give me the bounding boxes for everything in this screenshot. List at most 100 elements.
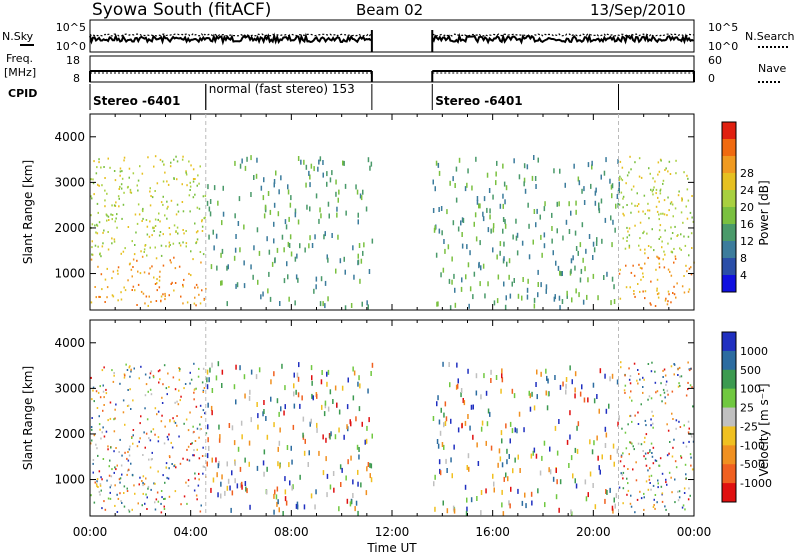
- data-point: [671, 390, 674, 393]
- data-point: [305, 182, 307, 188]
- data-point: [188, 194, 191, 197]
- data-point: [633, 362, 636, 365]
- data-point: [613, 461, 615, 467]
- data-point: [526, 294, 529, 300]
- data-point: [316, 427, 318, 433]
- data-point: [662, 179, 665, 182]
- data-point: [289, 480, 291, 486]
- data-point: [249, 389, 251, 395]
- data-point: [169, 420, 171, 423]
- y-tick-label: 4000: [54, 336, 85, 350]
- data-point: [689, 211, 692, 214]
- data-point: [654, 494, 657, 496]
- data-point: [686, 174, 688, 177]
- beam-title: Beam 02: [356, 1, 423, 19]
- data-point: [284, 385, 286, 391]
- data-point: [244, 481, 247, 486]
- data-point: [140, 250, 142, 253]
- data-point: [582, 299, 585, 305]
- data-point: [309, 235, 311, 241]
- data-point: [170, 441, 172, 444]
- data-point: [304, 247, 306, 253]
- data-point: [269, 209, 272, 215]
- data-point: [350, 455, 352, 461]
- data-point: [689, 494, 691, 497]
- data-point: [173, 178, 175, 180]
- data-point: [176, 415, 178, 417]
- data-point: [107, 497, 110, 500]
- data-point: [448, 362, 450, 367]
- data-point: [548, 467, 550, 473]
- data-point: [227, 478, 230, 484]
- data-point: [636, 498, 639, 501]
- data-point: [262, 195, 265, 201]
- data-point: [577, 176, 580, 182]
- data-point: [102, 231, 104, 234]
- data-point: [185, 171, 187, 174]
- data-point: [529, 393, 531, 399]
- data-point: [444, 401, 447, 407]
- data-point: [174, 421, 177, 424]
- data-point: [122, 399, 125, 402]
- data-point: [150, 393, 153, 396]
- data-point: [162, 233, 164, 236]
- data-point: [129, 388, 131, 391]
- data-point: [574, 371, 577, 377]
- colorbar-swatch: [722, 224, 736, 242]
- data-point: [92, 471, 94, 474]
- data-point: [624, 384, 627, 387]
- data-point: [305, 164, 308, 170]
- data-point: [329, 484, 332, 490]
- data-point: [182, 283, 184, 286]
- data-point: [502, 193, 504, 199]
- data-point: [235, 234, 237, 239]
- data-point: [168, 433, 170, 436]
- data-point: [147, 156, 149, 159]
- data-point: [175, 466, 177, 469]
- data-point: [654, 370, 656, 373]
- data-point: [130, 368, 132, 371]
- data-point: [152, 428, 155, 431]
- data-point: [205, 432, 208, 435]
- data-point: [168, 386, 170, 388]
- data-point: [119, 481, 121, 484]
- data-point: [560, 271, 562, 277]
- data-point: [575, 209, 577, 215]
- data-point: [501, 489, 503, 495]
- data-point: [630, 188, 633, 191]
- data-point: [603, 275, 605, 280]
- data-point: [196, 238, 199, 241]
- data-point: [239, 466, 242, 472]
- data-point: [505, 295, 507, 301]
- data-point: [237, 221, 240, 226]
- data-point: [571, 379, 573, 385]
- data-point: [438, 459, 441, 465]
- data-point: [287, 241, 290, 247]
- data-point: [322, 301, 324, 307]
- data-point: [183, 387, 185, 390]
- data-point: [577, 421, 580, 427]
- data-point: [537, 269, 539, 275]
- colorbar-swatch: [722, 190, 736, 208]
- data-point: [115, 217, 117, 220]
- colorbar-swatch: [722, 173, 736, 191]
- data-point: [537, 488, 539, 494]
- data-point: [327, 369, 330, 375]
- data-point: [101, 369, 104, 372]
- data-point: [177, 210, 180, 213]
- data-point: [206, 369, 209, 375]
- data-point: [98, 295, 100, 298]
- data-point: [123, 376, 126, 379]
- data-point: [203, 217, 205, 220]
- nave-label: Nave: [758, 62, 786, 75]
- data-point: [150, 458, 153, 461]
- data-point: [457, 427, 460, 433]
- data-point: [138, 483, 140, 486]
- data-point: [119, 167, 122, 170]
- data-point: [147, 304, 149, 307]
- data-point: [692, 405, 694, 408]
- data-point: [145, 493, 147, 496]
- data-point: [556, 450, 559, 456]
- data-point: [110, 446, 112, 449]
